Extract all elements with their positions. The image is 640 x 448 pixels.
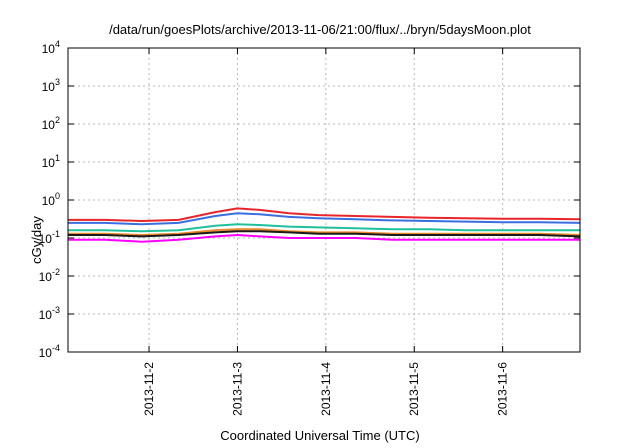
- series-line-6: [68, 234, 580, 243]
- series-line-2: [68, 212, 581, 226]
- x-tick-label: 2013-11-2: [142, 362, 156, 416]
- grid-lines: [68, 48, 580, 352]
- series-line-4: [68, 228, 581, 236]
- y-tick-label: 10-4: [39, 343, 60, 360]
- y-tick-exponent: 3: [55, 77, 60, 87]
- x-tick-label: 2013-11-6: [496, 362, 510, 416]
- y-tick-exponent: -1: [52, 229, 60, 239]
- y-tick-exponent: 0: [55, 191, 60, 201]
- y-tick-exponent: 1: [55, 153, 60, 163]
- y-tick-label: 103: [42, 77, 60, 94]
- x-tick-label: 2013-11-3: [230, 362, 244, 416]
- y-tick-exponent: -3: [52, 305, 60, 315]
- y-tick-label: 10-2: [39, 267, 60, 284]
- y-tick-exponent: 4: [55, 39, 60, 49]
- axis-ticks: 10-410-310-210-11001011021031042013-11-2…: [39, 39, 580, 416]
- y-tick-label: 101: [42, 153, 60, 170]
- y-tick-label: 102: [42, 115, 60, 132]
- series-line-3: [68, 223, 580, 233]
- y-tick-label: 104: [42, 39, 60, 56]
- chart-title: /data/run/goesPlots/archive/2013-11-06/2…: [109, 22, 531, 37]
- x-tick-label: 2013-11-4: [319, 362, 333, 416]
- series-line-1: [68, 207, 581, 222]
- y-tick-label: 10-1: [39, 229, 60, 246]
- x-axis-label: Coordinated Universal Time (UTC): [220, 428, 420, 443]
- y-tick-label: 10-3: [39, 305, 60, 322]
- y-tick-exponent: 2: [55, 115, 60, 125]
- y-tick-exponent: -4: [52, 343, 60, 353]
- x-tick-label: 2013-11-5: [407, 362, 421, 416]
- y-tick-label: 100: [42, 191, 60, 208]
- y-tick-exponent: -2: [52, 267, 60, 277]
- series-lines: [68, 207, 581, 243]
- series-line-5: [68, 230, 581, 238]
